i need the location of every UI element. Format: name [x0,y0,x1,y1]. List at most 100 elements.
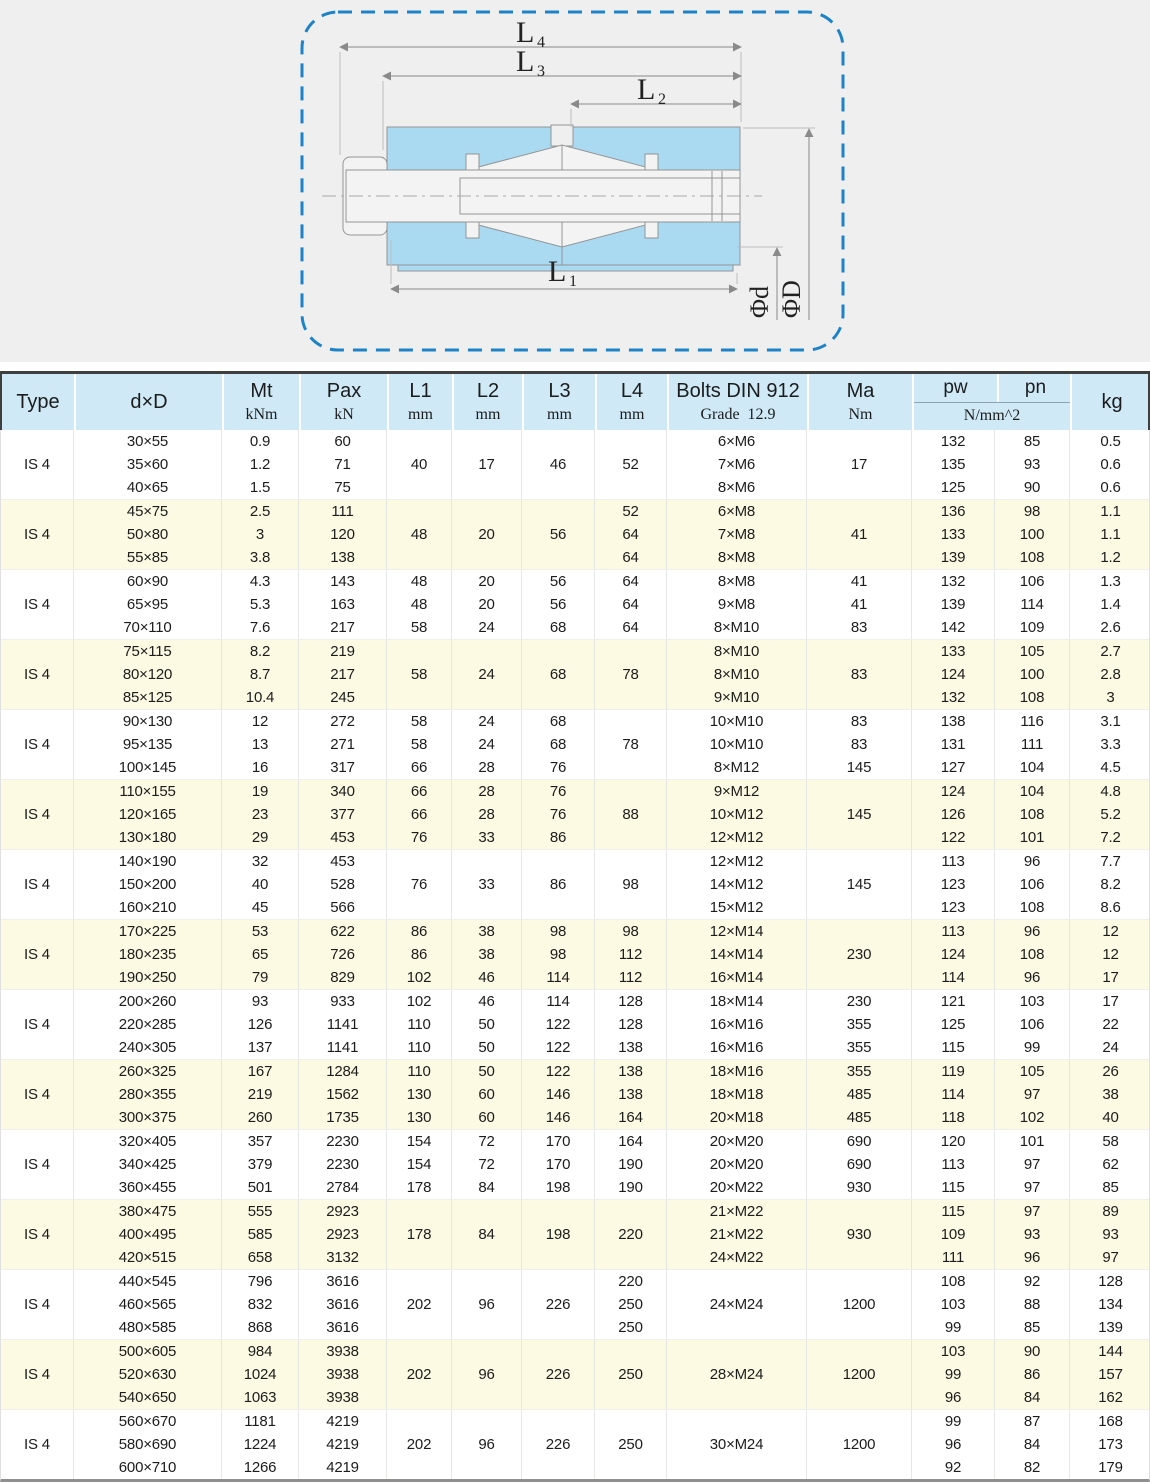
value-pax: 453 [330,829,355,846]
header-pax: Pax kN [299,374,387,430]
header-L4: L4 mm [595,374,667,430]
value-l3: 122 [545,1016,571,1033]
value-l4: 98 [622,876,639,893]
cell-kg: 168 173 179 [1069,1410,1150,1479]
cone-slot-top-right [644,153,659,171]
value-bolts: 16×M16 [709,1016,764,1033]
cell-mt: 93 126 137 [221,990,298,1059]
cell-bolts: 20×M20 20×M20 20×M22 [666,1130,806,1199]
cell-mt: 357 379 501 [221,1130,298,1199]
value-l3 [522,1410,594,1433]
value-dxd: 380×475 [118,1203,177,1220]
value-l1 [387,896,451,919]
value-pax: 60 [334,433,351,450]
value-l2: 46 [478,969,495,986]
table-row-group: IS 4 75×115 80×120 85×125 8.2 8.7 10.4 219 217 24… [1,639,1149,709]
value-bolts: 18×M14 [709,993,764,1010]
value-kg: 38 [1102,1086,1119,1103]
cell-type: IS 4 [1,430,73,499]
value-mt: 3 [255,526,265,543]
value-l2: 38 [478,923,495,940]
value-pax: 3616 [326,1273,359,1290]
value-kg: 4.5 [1100,759,1121,776]
cell-pax: 2923 2923 3132 [298,1200,386,1269]
value-pw: 131 [940,736,966,753]
cell-mt: 53 65 79 [221,920,298,989]
cell-pax: 3616 3616 3616 [298,1270,386,1339]
value-l1 [387,476,451,499]
value-kg: 17 [1102,969,1119,986]
cell-pn: 105 100 108 [994,640,1069,709]
value-l4: 250 [618,1366,643,1383]
value-pw: 99 [944,1366,962,1383]
value-pn: 105 [1019,643,1045,660]
value-mt: 3.8 [249,549,271,566]
cell-bolts: 28×M24 [666,1340,806,1409]
value-l2: 60 [478,1086,495,1103]
value-l4: 52 [622,456,639,473]
table-row-group: IS 4 380×475 400×495 420×515 555 585 658 2923 29… [1,1199,1149,1269]
value-pn: 96 [1023,853,1041,870]
value-bolts: 18×M18 [709,1086,764,1103]
cell-pw: 99 96 92 [911,1410,994,1479]
value-l3: 98 [549,923,567,940]
type-label: IS 4 [24,1156,50,1173]
value-pw: 133 [940,643,966,660]
header-pwpn-top: pw pn [914,374,1070,403]
value-pn: 108 [1019,946,1045,963]
cell-l2: 84 [451,1200,521,1269]
value-mt: 16 [251,759,269,776]
value-l3 [522,896,594,919]
cell-pn: 116 111 104 [994,710,1069,779]
value-l1: 178 [406,1179,432,1196]
value-kg: 62 [1102,1156,1119,1173]
value-pw: 123 [940,899,966,916]
value-pw: 136 [940,503,966,520]
value-l2 [452,850,521,873]
value-pw: 124 [940,946,966,963]
cell-bolts: 12×M14 14×M14 16×M14 [666,920,806,989]
cell-l2: 33 [451,850,521,919]
value-bolts: 28×M24 [709,1366,764,1383]
value-ma: 41 [850,573,868,590]
cell-l2: 20 [451,500,521,569]
header-pwpn-unit: N/mm^2 [963,407,1021,425]
cell-pax: 2230 2230 2784 [298,1130,386,1199]
value-l4 [595,896,666,919]
value-mt: 53 [251,923,269,940]
value-kg: 2.6 [1100,619,1121,636]
value-ma [807,966,911,989]
value-ma: 1200 [842,1296,876,1313]
value-ma [807,1200,911,1223]
value-l1 [387,1340,451,1363]
cell-l2: 24 [451,640,521,709]
value-l4: 128 [618,993,643,1010]
value-ma [807,1270,911,1293]
value-kg: 3.1 [1100,713,1121,730]
section-gap [0,362,1150,371]
value-pn: 93 [1023,1226,1041,1243]
value-kg: 5.2 [1100,806,1121,823]
value-l1 [387,686,451,709]
value-bolts: 6×M8 [717,503,756,520]
type-label [1,756,73,779]
cell-pax: 143 163 217 [298,570,386,639]
value-l4 [595,1386,666,1409]
value-l4: 78 [622,666,639,683]
value-l2 [452,1456,521,1479]
cell-type: IS 4 [1,1270,73,1339]
value-l2 [452,640,521,663]
value-mt: 1224 [243,1436,277,1453]
cell-dxd: 500×605 520×630 540×650 [73,1340,221,1409]
value-kg: 26 [1102,1063,1119,1080]
cell-l3: 46 [521,430,594,499]
value-kg: 17 [1102,993,1119,1010]
value-dxd: 170×225 [118,923,177,940]
value-l1: 202 [406,1436,432,1453]
cell-ma: 1200 [806,1410,911,1479]
value-pax: 1562 [326,1086,359,1103]
value-bolts: 12×M12 [709,853,764,870]
type-label [1,640,73,663]
value-pn: 105 [1019,1063,1045,1080]
value-pn: 87 [1023,1413,1041,1430]
